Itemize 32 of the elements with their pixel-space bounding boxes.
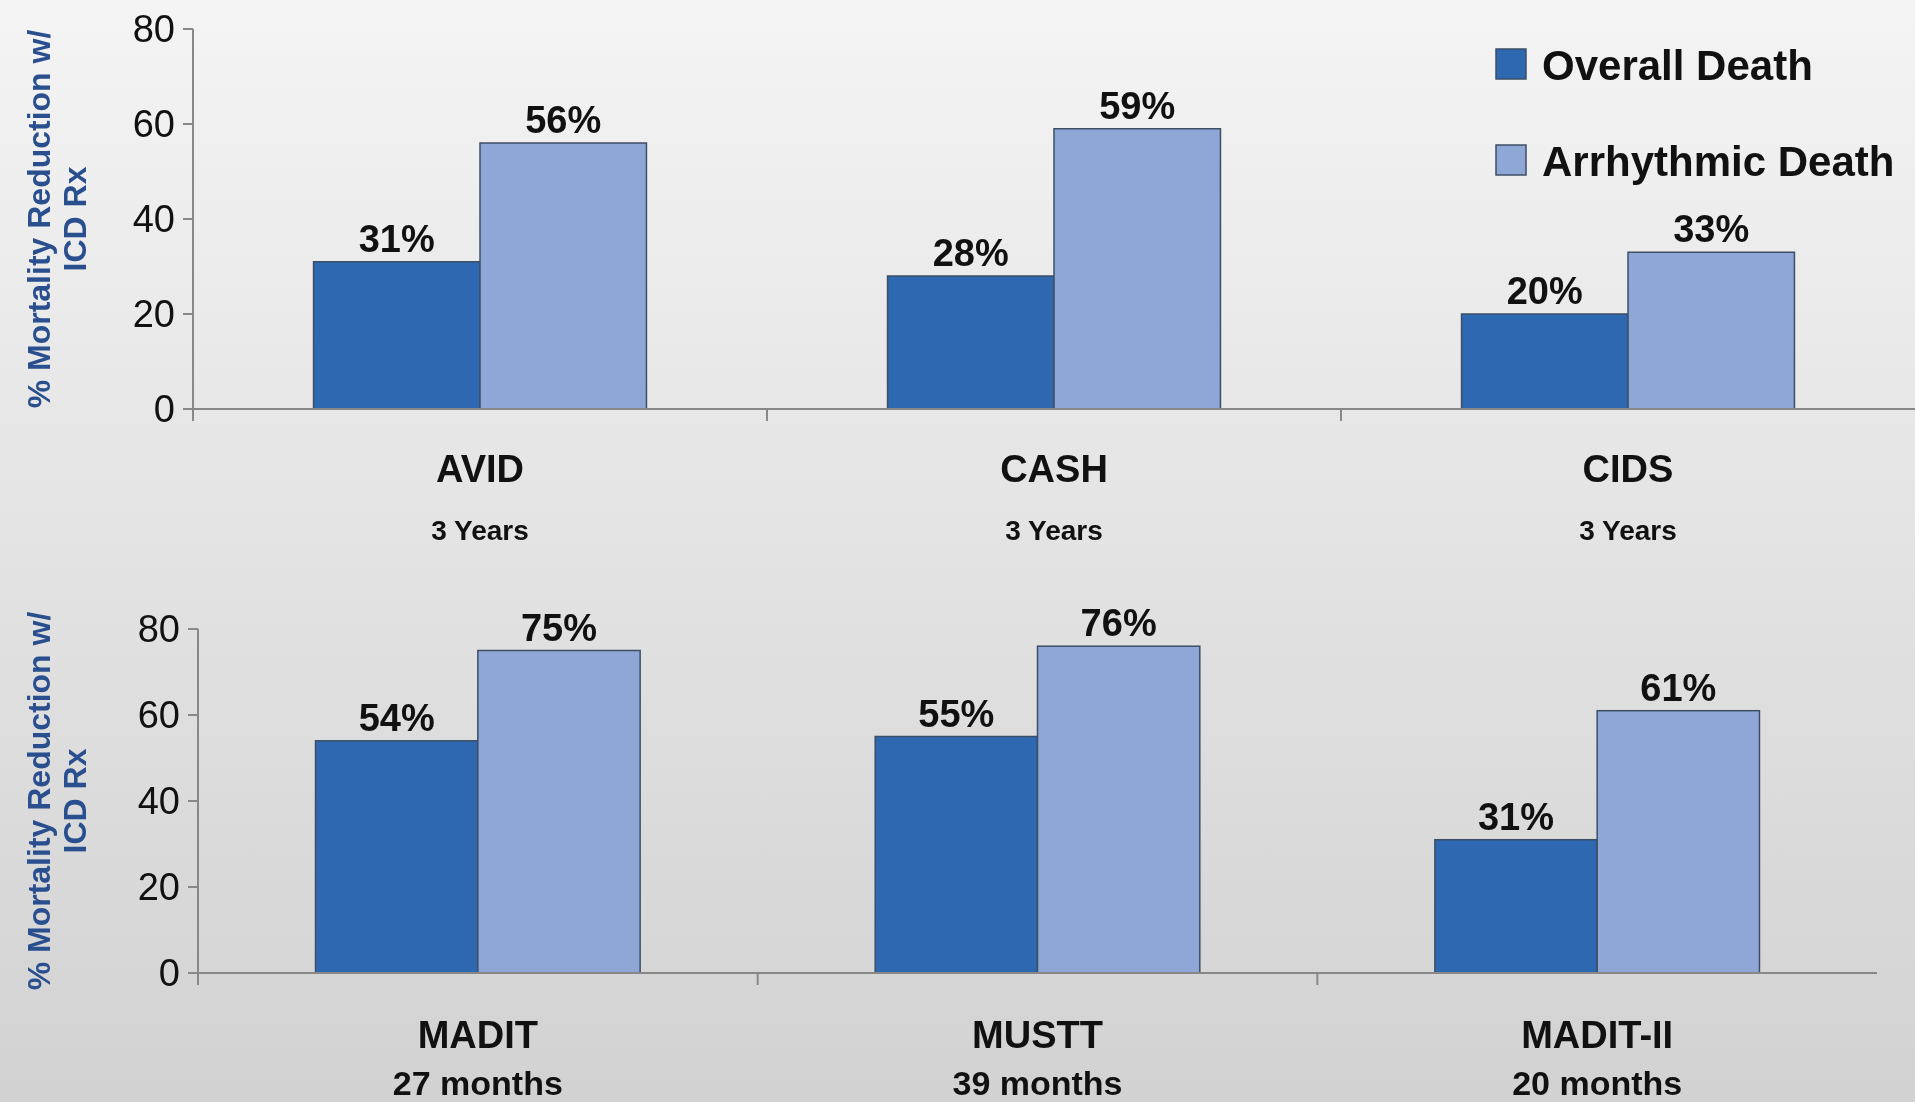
y-tick-label: 80 (137, 608, 180, 651)
y-tick-label: 40 (137, 780, 180, 823)
data-label: 75% (520, 606, 598, 649)
data-label: 33% (1673, 208, 1750, 251)
x-tick-label: CIDS 3 Years (1579, 448, 1677, 546)
legend-label: Overall Death (1542, 41, 1813, 89)
y-tick-label: 60 (132, 103, 175, 146)
y-tick-label: 0 (153, 388, 175, 431)
y-tick-label: 20 (137, 866, 180, 909)
y-axis-title: % Mortality Reduction w/ ICD Rx (21, 611, 93, 991)
data-label: 76% (1080, 602, 1157, 645)
x-tick-label: AVID 3 Years (431, 448, 529, 546)
y-tick-label: 80 (132, 8, 175, 51)
data-label: 59% (1099, 84, 1176, 127)
legend-label: Arrhythmic Death (1542, 137, 1895, 185)
data-label: 56% (525, 99, 602, 141)
data-label: 61% (1640, 666, 1717, 709)
data-label: 54% (358, 696, 435, 739)
data-label: 55% (918, 692, 995, 735)
y-tick-label: 20 (132, 293, 175, 336)
y-tick-label: 0 (158, 952, 180, 995)
data-label: 31% (1477, 795, 1555, 838)
x-tick-label: MADIT 27 months (392, 1014, 563, 1102)
y-axis-title: % Mortality Reduction w/ ICD Rx (21, 29, 93, 409)
y-tick-label: 60 (137, 694, 180, 737)
x-tick-label: MUSTT 39 months (952, 1014, 1123, 1102)
data-label: 20% (1506, 270, 1583, 312)
x-tick-label: MADIT-II 20 months (1512, 1014, 1683, 1102)
y-tick-label: 40 (132, 198, 175, 241)
data-label: 28% (932, 232, 1009, 274)
x-tick-label: CASH 3 Years (1000, 448, 1108, 546)
data-label: 31% (358, 217, 435, 260)
